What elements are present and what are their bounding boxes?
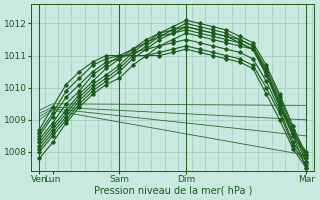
X-axis label: Pression niveau de la mer( hPa ): Pression niveau de la mer( hPa ): [94, 186, 252, 196]
